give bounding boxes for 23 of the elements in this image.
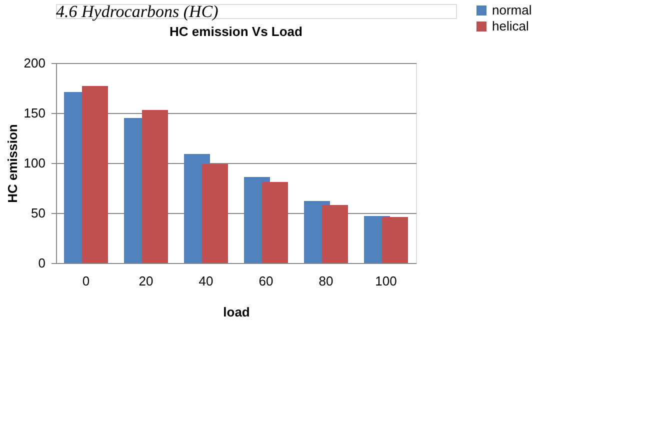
bar <box>142 110 168 263</box>
bar <box>322 205 348 263</box>
bar <box>82 86 108 263</box>
y-tick-label: 0 <box>38 256 46 270</box>
text: 4.6 Hydrocarbons (HC) <box>56 2 219 21</box>
x-tick-label: 20 <box>138 274 154 288</box>
y-axis-title: HC emission <box>4 124 20 203</box>
x-tick-label: 80 <box>318 274 334 288</box>
y-tick-label: 150 <box>24 106 46 120</box>
legend-label: normal <box>492 2 532 18</box>
y-tick-label: 50 <box>31 206 46 220</box>
x-tick-label: 40 <box>198 274 214 288</box>
x-tick-label: 100 <box>375 274 397 288</box>
bar <box>382 217 408 263</box>
bar <box>202 164 228 263</box>
y-tick-label: 200 <box>24 56 46 70</box>
bar <box>262 182 288 263</box>
x-axis-title: load <box>223 304 250 320</box>
x-tick-label: 0 <box>82 274 90 288</box>
y-tick-label: 100 <box>24 156 46 170</box>
legend-label: helical <box>492 18 529 34</box>
x-tick-label: 60 <box>258 274 274 288</box>
chart-title: HC emission Vs Load <box>170 24 303 39</box>
